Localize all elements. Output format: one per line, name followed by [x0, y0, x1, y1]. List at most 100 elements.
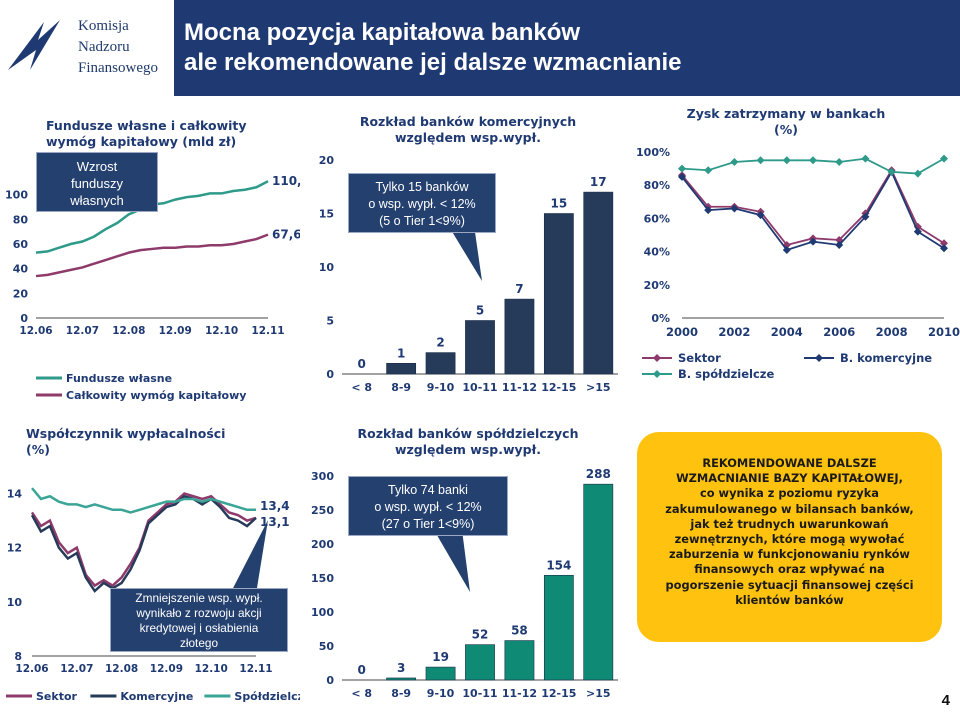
callout-line: Tylko 15 banków — [375, 180, 469, 194]
callout-line: złotego — [179, 636, 219, 650]
commercial-callout: Tylko 15 banków o wsp. wypł. < 12% (5 o … — [348, 173, 496, 233]
y-tick-label: 0 — [326, 368, 334, 381]
y-tick-label: 150 — [311, 572, 334, 585]
y-tick-label: 50 — [319, 640, 335, 653]
y-tick-label: 100 — [5, 189, 28, 202]
callout-line: Wzrost — [76, 159, 118, 174]
y-tick-label: 0 — [20, 312, 28, 325]
y-tick-label: 100% — [636, 146, 670, 159]
y-tick-label: 0 — [326, 674, 334, 687]
bar — [583, 483, 614, 681]
y-tick-label: 20 — [13, 287, 29, 300]
funds-callout: Wzrost funduszy własnych — [36, 152, 158, 212]
series-line — [681, 168, 945, 246]
callout-line: o wsp. wypł. < 12% — [374, 500, 482, 514]
x-tick-label: 12.07 — [60, 663, 93, 675]
callout-line: (27 o Tier 1<9%) — [381, 517, 475, 531]
cooperative-callout-pointer — [434, 530, 470, 592]
legend-label: Sektor — [678, 351, 721, 365]
x-tick-label: 12.07 — [66, 325, 99, 337]
x-tick-label: 12-15 — [541, 381, 576, 394]
chart-title: Zysk zatrzymany w bankach — [687, 106, 886, 121]
callout-line: Zmniejszenie wsp. wypł. — [135, 591, 263, 605]
bar — [583, 191, 614, 375]
data-point — [678, 172, 686, 181]
bar — [504, 640, 535, 681]
legend-label: Spółdzielcze — [234, 690, 300, 703]
y-tick-label: 0% — [651, 312, 670, 325]
bar-value-label: 0 — [358, 663, 366, 677]
chart-title: względem wsp.wypł. — [395, 442, 541, 457]
y-tick-label: 40% — [644, 246, 670, 259]
knf-logo-icon — [8, 20, 60, 70]
x-tick-label: 12.08 — [112, 325, 145, 337]
y-tick-label: 5 — [326, 315, 334, 328]
x-tick-label: 2004 — [771, 325, 803, 339]
chart-title: (%) — [774, 122, 798, 137]
data-point — [704, 166, 713, 175]
callout-line: wynikało z rozwoju akcji — [136, 606, 262, 620]
bar — [386, 363, 417, 375]
data-point — [861, 212, 870, 221]
end-value-label: 110,9 — [272, 174, 300, 188]
recommendation-line: zaburzenia w funkcjonowaniu rynków — [669, 547, 910, 562]
x-tick-label: 12.10 — [195, 663, 228, 675]
y-tick-label: 20% — [644, 279, 670, 292]
bar — [425, 352, 456, 375]
retained-profit-chart: Zysk zatrzymany w bankach(%) 0% 20% 40% 60% 8… — [636, 106, 960, 381]
data-point — [913, 227, 922, 236]
x-tick-label: 2006 — [823, 325, 855, 339]
y-tick-label: 200 — [311, 538, 334, 551]
bar-value-label: 2 — [436, 336, 444, 350]
data-point — [940, 239, 948, 248]
x-tick-label: 12.09 — [150, 663, 183, 675]
logo-text: Komisja Nadzoru Finansowego — [78, 16, 158, 79]
x-tick-label: >15 — [586, 381, 611, 394]
x-tick-label: 10-11 — [462, 687, 497, 700]
callout-line: (5 o Tier 1<9%) — [379, 214, 465, 228]
data-point — [835, 157, 844, 166]
cooperative-callout: Tylko 74 banki o wsp. wypł. < 12% (27 o … — [348, 476, 508, 536]
data-point — [913, 169, 922, 178]
x-tick-label: 8-9 — [391, 687, 411, 700]
data-point — [809, 237, 817, 246]
bar — [543, 213, 574, 375]
chart-title: (%) — [26, 442, 50, 457]
bar-value-label: 15 — [551, 197, 568, 211]
x-tick-label: 12.11 — [251, 325, 284, 337]
recommendation-line: zewnętrznych, które mogą wywołać — [674, 532, 905, 547]
bar-value-label: 7 — [515, 282, 523, 296]
x-tick-label: 2008 — [876, 325, 908, 339]
logo-line: Nadzoru — [78, 39, 130, 55]
bar — [504, 298, 535, 375]
y-tick-label: 14 — [7, 488, 23, 501]
title-line: Mocna pozycja kapitałowa banków — [184, 19, 581, 46]
callout-line: własnych — [70, 193, 124, 208]
chart-title: Rozkład banków komercyjnych — [360, 114, 576, 129]
data-point — [782, 156, 791, 165]
bar-value-label: 5 — [476, 304, 484, 318]
page-number: 4 — [941, 692, 950, 709]
legend-label: Sektor — [36, 690, 78, 703]
data-point — [756, 156, 765, 165]
x-tick-label: 2010 — [928, 325, 960, 339]
bar-value-label: 3 — [397, 661, 405, 675]
data-point — [782, 245, 791, 254]
x-tick-label: 8-9 — [391, 381, 411, 394]
recommendation-line: finansowych oraz wpływać na — [694, 562, 885, 577]
data-point — [756, 211, 765, 220]
legend-marker — [815, 354, 823, 362]
title-line: ale rekomendowane jej dalsze wzmacnianie — [184, 49, 682, 76]
recommendation-line: REKOMENDOWANE DALSZE — [702, 456, 877, 470]
end-value-label: 67,6 — [272, 228, 300, 242]
chart-title: względem wsp.wypł. — [395, 130, 541, 145]
x-tick-label: 9-10 — [427, 381, 455, 394]
x-tick-label: 2000 — [666, 325, 698, 339]
data-point — [887, 167, 896, 176]
ratio-callout-pointer — [230, 520, 268, 594]
bar-value-label: 154 — [546, 558, 571, 572]
recommendation-line: co wynika z poziomu ryzyka — [700, 486, 879, 501]
y-tick-label: 60% — [644, 212, 670, 225]
data-point — [730, 204, 739, 213]
